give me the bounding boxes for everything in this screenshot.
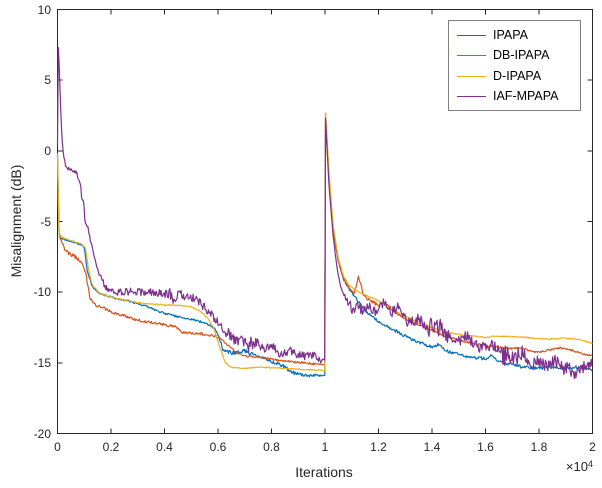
x-tick-label: 0.4 [156,440,173,454]
x-tick-label: 0.8 [263,440,280,454]
exponent-base: ×10 [565,459,588,474]
axes-box [57,9,593,434]
x-axis-exponent: ×104 [566,459,593,474]
legend-label: DB-IPAPA [493,48,550,63]
y-tick-label: -15 [33,355,51,370]
x-tick-label: 2 [589,440,596,454]
series-line-iaf-mpapa [56,47,593,380]
legend: IPAPA DB-IPAPA D-IPAPA IAF-MPAPA [448,20,581,111]
x-tick-label: 0 [54,440,61,454]
x-axis-label: Iterations [295,464,353,480]
legend-item-db-ipapa: DB-IPAPA [449,46,580,67]
legend-line-sample-ipapa [457,34,486,36]
legend-line-sample-iaf-mpapa [457,96,486,98]
legend-line-sample-d-ipapa [457,75,486,77]
legend-label: D-IPAPA [493,68,542,83]
series-lines [56,47,593,380]
y-tick-label: -20 [33,426,51,441]
x-tick-label: 1 [321,440,329,454]
x-tick-label: 1.8 [530,440,548,454]
y-tick-label: 0 [44,143,51,158]
y-tick-label: 10 [37,2,51,17]
legend-item-ipapa: IPAPA [449,25,580,46]
legend-label: IAF-MPAPA [493,89,559,104]
y-tick-label: 5 [44,73,51,88]
legend-line-sample-db-ipapa [457,55,486,57]
exponent-power: 4 [587,459,593,469]
y-tick-label: -5 [40,214,51,229]
x-tick-label: 1.4 [423,440,441,454]
legend-label: IPAPA [493,27,528,42]
x-tick-label: 1.6 [477,440,494,454]
x-tick-label: 1.2 [370,440,387,454]
legend-item-d-ipapa: D-IPAPA [449,66,580,87]
series-line-d-ipapa [56,112,593,372]
x-tick-label: 0.2 [102,440,120,454]
legend-item-iaf-mpapa: IAF-MPAPA [449,87,580,108]
x-tick-label: 0.6 [209,440,227,454]
y-tick-label: -10 [33,285,51,300]
y-axis-label: Misalignment (dB) [8,164,24,278]
